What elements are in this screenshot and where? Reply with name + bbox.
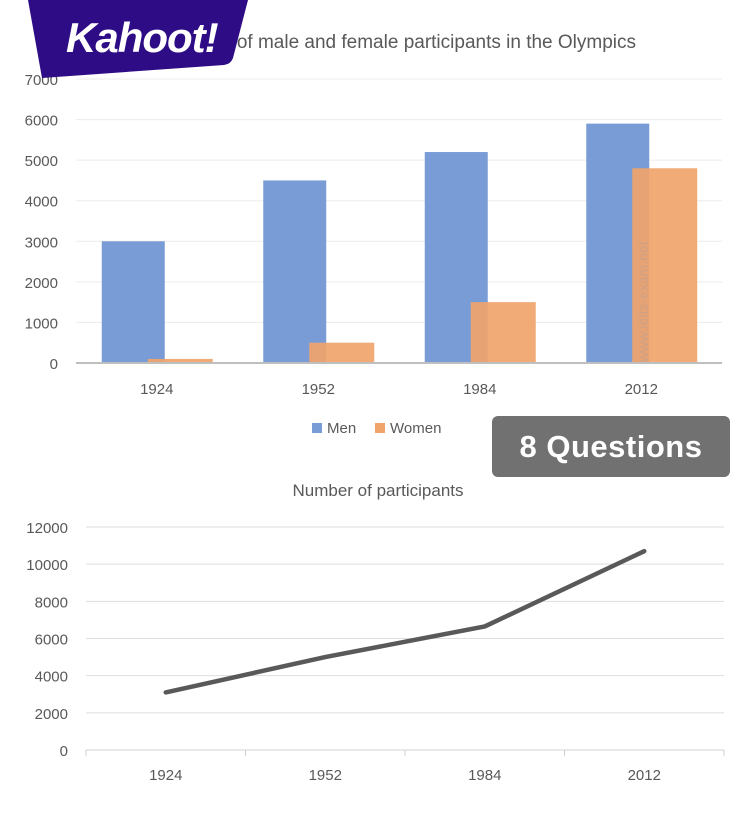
y-tick-label: 4000 [25, 194, 58, 211]
watermark: www.ielts-exam.net [635, 241, 651, 363]
kahoot-logo: Kahoot! [28, 0, 248, 78]
svg-text:Kahoot!: Kahoot! [66, 14, 219, 61]
bar-men [101, 241, 165, 363]
y-tick-label: 0 [50, 356, 58, 373]
y-tick-label: 6000 [35, 632, 68, 649]
logo-banner [28, 0, 248, 78]
line-chart: Number of participants 0 2000 4000 6000 8000 1… [26, 481, 725, 784]
bar-women [309, 342, 375, 363]
x-tick-label: 1984 [463, 381, 496, 398]
series-line [163, 548, 647, 695]
y-tick-label: 8000 [35, 594, 68, 611]
x-tick-label: 2012 [628, 767, 661, 784]
x-tick-label: 1984 [468, 767, 501, 784]
questions-badge: 8 Questions [492, 416, 730, 477]
legend-swatch-women [375, 423, 385, 433]
bar-men [263, 180, 327, 363]
y-tick-label: 10000 [26, 557, 68, 574]
y-tick-label: 12000 [26, 520, 68, 537]
y-tick-label: 4000 [35, 669, 68, 686]
y-tick-label: 1000 [25, 315, 58, 332]
bar-women [147, 358, 213, 363]
y-tick-label: 5000 [25, 153, 58, 170]
legend-swatch-men [312, 423, 322, 433]
bar-women [632, 168, 698, 363]
chart-title: Number of male and female participants i… [164, 32, 636, 53]
x-tick-label: 1924 [149, 767, 182, 784]
legend-label-men: Men [327, 420, 356, 437]
legend-label-women: Women [390, 420, 441, 437]
bar-women [470, 302, 536, 363]
x-tick-label: 1924 [140, 381, 173, 398]
bar-chart: Number of male and female participants i… [25, 32, 722, 437]
x-tick-label: 2012 [625, 381, 658, 398]
y-tick-label: 6000 [25, 113, 58, 130]
chart-title: Number of participants [292, 481, 463, 500]
y-tick-label: 2000 [25, 275, 58, 292]
y-tick-label: 0 [60, 743, 68, 760]
y-tick-label: 2000 [35, 706, 68, 723]
y-tick-label: 3000 [25, 234, 58, 251]
x-tick-label: 1952 [302, 381, 335, 398]
x-tick-label: 1952 [309, 767, 342, 784]
